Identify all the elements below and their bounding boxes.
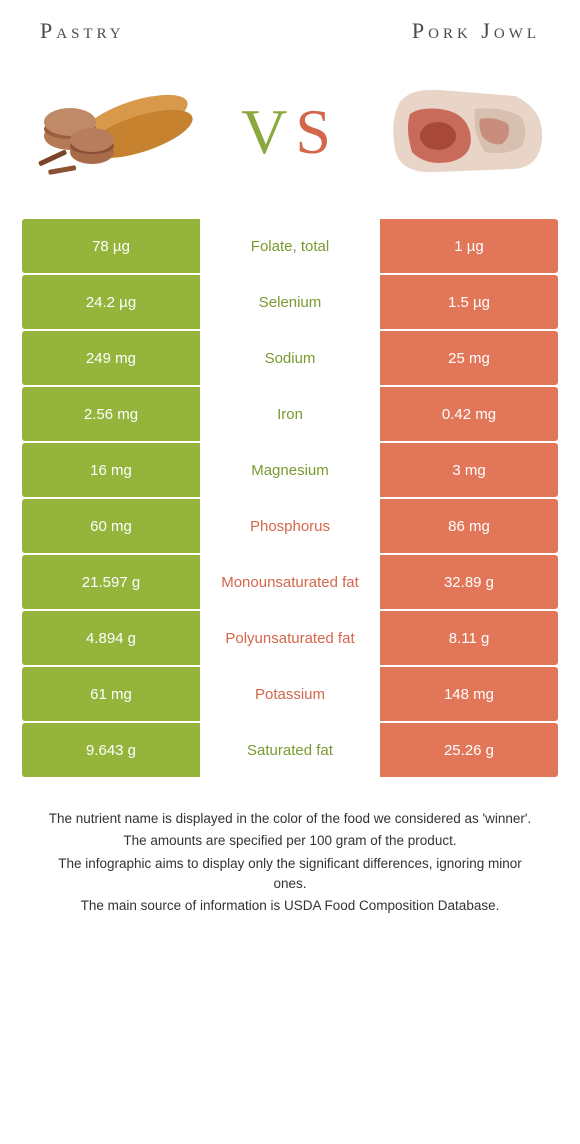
vs-v: V (241, 96, 295, 167)
footer-line: The infographic aims to display only the… (40, 854, 540, 895)
title-right: Pork Jowl (412, 18, 540, 44)
value-right: 1 µg (380, 219, 558, 273)
value-left: 24.2 µg (22, 275, 200, 329)
nutrient-label: Monounsaturated fat (200, 555, 380, 609)
table-row: 9.643 gSaturated fat25.26 g (22, 723, 558, 779)
title-row: Pastry Pork Jowl (0, 0, 580, 54)
value-left: 60 mg (22, 499, 200, 553)
value-left: 249 mg (22, 331, 200, 385)
value-left: 4.894 g (22, 611, 200, 665)
table-row: 249 mgSodium25 mg (22, 331, 558, 387)
table-row: 4.894 gPolyunsaturated fat8.11 g (22, 611, 558, 667)
pork-image (380, 74, 550, 189)
table-row: 61 mgPotassium148 mg (22, 667, 558, 723)
hero-row: VS (0, 54, 580, 219)
value-left: 78 µg (22, 219, 200, 273)
table-row: 2.56 mgIron0.42 mg (22, 387, 558, 443)
value-right: 3 mg (380, 443, 558, 497)
value-right: 25 mg (380, 331, 558, 385)
nutrient-label: Phosphorus (200, 499, 380, 553)
nutrient-label: Potassium (200, 667, 380, 721)
value-right: 25.26 g (380, 723, 558, 777)
value-left: 21.597 g (22, 555, 200, 609)
value-right: 148 mg (380, 667, 558, 721)
value-right: 8.11 g (380, 611, 558, 665)
footer-notes: The nutrient name is displayed in the co… (0, 779, 580, 958)
nutrient-label: Iron (200, 387, 380, 441)
infographic-container: Pastry Pork Jowl VS (0, 0, 580, 958)
footer-line: The amounts are specified per 100 gram o… (40, 831, 540, 851)
value-right: 0.42 mg (380, 387, 558, 441)
value-right: 86 mg (380, 499, 558, 553)
nutrient-label: Magnesium (200, 443, 380, 497)
nutrient-label: Selenium (200, 275, 380, 329)
table-row: 24.2 µgSelenium1.5 µg (22, 275, 558, 331)
table-row: 60 mgPhosphorus86 mg (22, 499, 558, 555)
title-left: Pastry (40, 18, 125, 44)
value-left: 2.56 mg (22, 387, 200, 441)
nutrient-label: Folate, total (200, 219, 380, 273)
table-row: 21.597 gMonounsaturated fat32.89 g (22, 555, 558, 611)
pastry-image (30, 74, 200, 189)
nutrient-label: Saturated fat (200, 723, 380, 777)
value-right: 32.89 g (380, 555, 558, 609)
comparison-table: 78 µgFolate, total1 µg24.2 µgSelenium1.5… (0, 219, 580, 779)
value-left: 9.643 g (22, 723, 200, 777)
footer-line: The main source of information is USDA F… (40, 896, 540, 916)
footer-line: The nutrient name is displayed in the co… (40, 809, 540, 829)
vs-label: VS (241, 95, 339, 169)
nutrient-label: Sodium (200, 331, 380, 385)
table-row: 78 µgFolate, total1 µg (22, 219, 558, 275)
nutrient-label: Polyunsaturated fat (200, 611, 380, 665)
value-right: 1.5 µg (380, 275, 558, 329)
value-left: 16 mg (22, 443, 200, 497)
table-row: 16 mgMagnesium3 mg (22, 443, 558, 499)
vs-s: S (295, 96, 339, 167)
value-left: 61 mg (22, 667, 200, 721)
